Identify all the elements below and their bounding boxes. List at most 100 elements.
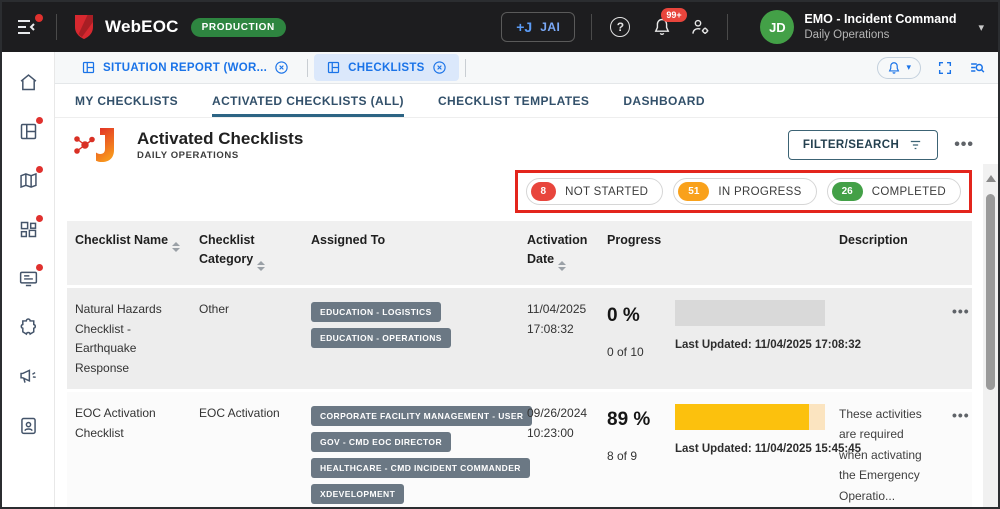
table-row[interactable]: EOC Activation Checklist EOC Activation …: [67, 388, 972, 507]
close-tab-icon[interactable]: [432, 60, 447, 75]
row-menu-button[interactable]: •••: [952, 302, 970, 319]
user-admin-button[interactable]: [690, 17, 711, 37]
tab-checklists[interactable]: CHECKLISTS: [314, 54, 459, 81]
left-sidebar: [2, 52, 55, 507]
filter-search-button[interactable]: FILTER/SEARCH: [787, 130, 939, 160]
assignment-tag: XDEVELOPMENT: [311, 483, 405, 504]
progress-fraction: 0 of 10: [607, 345, 644, 360]
checklist-category: Other: [199, 301, 230, 316]
sort-icon: [558, 257, 567, 275]
divider: [464, 58, 466, 77]
jai-button[interactable]: +J JAI: [501, 12, 576, 42]
incident-selector[interactable]: EMO - Incident Command Daily Operations: [804, 12, 956, 42]
sort-icon: [172, 238, 181, 256]
col-assigned-to: Assigned To: [311, 233, 386, 247]
boards-icon: [20, 123, 36, 139]
notification-count-badge: 99+: [661, 8, 687, 22]
puzzle-icon: [20, 317, 36, 335]
page-subtitle: DAILY OPERATIONS: [137, 149, 239, 161]
completed-filter-pill[interactable]: 26 COMPLETED: [826, 178, 961, 205]
col-activation-date[interactable]: Activation Date: [519, 229, 599, 275]
tab-checklist-templates[interactable]: CHECKLIST TEMPLATES: [437, 93, 590, 108]
divider: [307, 58, 309, 77]
sidebar-item-home[interactable]: [16, 70, 40, 94]
sidebar-item-message-boards[interactable]: [16, 264, 43, 290]
search-list-icon[interactable]: [969, 59, 986, 76]
assignment-tag: EDUCATION - OPERATIONS: [311, 327, 451, 348]
not-started-count: 8: [530, 182, 557, 201]
completed-count: 26: [831, 182, 863, 201]
progress-bar: [675, 299, 825, 326]
row-menu-button[interactable]: •••: [952, 406, 970, 423]
filter-icon: [911, 140, 921, 150]
help-icon: ?: [610, 17, 631, 37]
tab-dashboard[interactable]: DASHBOARD: [623, 93, 705, 108]
molecule-j-icon: [74, 128, 114, 162]
divider: [591, 14, 593, 40]
hamburger-icon: [18, 20, 35, 34]
checklist-nav-tabs: MY CHECKLISTS ACTIVATED CHECKLISTS (ALL)…: [55, 84, 998, 118]
sort-icon: [257, 257, 266, 275]
not-started-filter-pill[interactable]: 8 NOT STARTED: [525, 178, 664, 205]
col-description: Description: [839, 233, 908, 247]
apps-notification-dot: [36, 215, 43, 222]
tab-situation-report[interactable]: SITUATION REPORT (WOR...: [69, 54, 301, 81]
tab-my-checklists[interactable]: MY CHECKLISTS: [75, 93, 178, 108]
table-row[interactable]: Natural Hazards Checklist - Earthquake R…: [67, 284, 972, 389]
incident-title: EMO - Incident Command: [804, 12, 957, 26]
col-checklist-name[interactable]: Checklist Name: [67, 229, 191, 275]
board-tab-strip: SITUATION REPORT (WOR... CHECKLISTS: [55, 52, 998, 84]
collapse-menu-button[interactable]: [14, 14, 43, 38]
progress-percent: 0 %: [607, 304, 640, 326]
vertical-scrollbar[interactable]: [983, 164, 998, 507]
sidebar-item-plugins[interactable]: [16, 315, 40, 339]
assignment-tag: CORPORATE FACILITY MANAGEMENT - USER: [311, 405, 533, 426]
notifications-button[interactable]: 99+: [652, 8, 687, 37]
sidebar-item-announcements[interactable]: [16, 364, 40, 388]
checklist-category: EOC Activation: [199, 405, 280, 420]
in-progress-count: 51: [678, 182, 710, 201]
sidebar-item-apps[interactable]: [16, 215, 43, 241]
close-tab-icon[interactable]: [274, 60, 289, 75]
board-icon: [82, 61, 95, 74]
tab-activated-checklists[interactable]: ACTIVATED CHECKLISTS (ALL): [212, 84, 404, 117]
last-updated: Last Updated: 11/04/2025 15:45:45: [675, 442, 862, 455]
divider: [56, 14, 57, 40]
description: These activities are required when activ…: [831, 402, 944, 507]
help-button[interactable]: ?: [610, 17, 631, 37]
divider: [727, 14, 729, 40]
scrollbar-thumb[interactable]: [986, 194, 995, 390]
col-checklist-category[interactable]: Checklist Category: [191, 229, 303, 275]
checklist-name[interactable]: EOC Activation Checklist: [75, 405, 156, 440]
tab-notifications-button[interactable]: ▾: [877, 56, 921, 79]
page-header: Activated Checklists DAILY OPERATIONS FI…: [55, 118, 998, 170]
sidebar-item-contacts[interactable]: [16, 413, 40, 437]
activation-date: 11/04/2025 17:08:32: [527, 301, 587, 336]
user-avatar[interactable]: JD: [760, 10, 795, 44]
page-title: Activated Checklists: [137, 129, 304, 149]
table-header-row: Checklist Name Checklist Category Assign…: [67, 221, 972, 285]
progress-fraction: 8 of 9: [607, 449, 638, 464]
assignment-tag: EDUCATION - LOGISTICS: [311, 301, 441, 322]
juvare-shield-logo: [75, 15, 93, 39]
home-icon: [20, 73, 36, 90]
app-title: WebEOC: [105, 17, 179, 36]
megaphone-icon: [19, 368, 36, 383]
fullscreen-icon[interactable]: [937, 60, 953, 76]
sidebar-item-boards[interactable]: [16, 117, 43, 143]
message-board-icon: [19, 271, 37, 286]
sidebar-item-maps[interactable]: [16, 166, 43, 192]
last-updated: Last Updated: 11/04/2025 17:08:32: [675, 338, 862, 351]
description: [831, 298, 944, 379]
boards-notification-dot: [36, 117, 43, 124]
person-gear-icon: [692, 19, 709, 34]
incident-caret-icon[interactable]: ▾: [978, 21, 984, 34]
apps-icon: [20, 221, 36, 237]
checklist-name[interactable]: Natural Hazards Checklist - Earthquake R…: [75, 301, 162, 376]
page-more-options-button[interactable]: •••: [954, 136, 974, 153]
progress-percent: 89 %: [607, 408, 651, 430]
scroll-up-arrow[interactable]: [985, 170, 996, 182]
in-progress-filter-pill[interactable]: 51 IN PROGRESS: [673, 178, 817, 205]
map-icon: [19, 172, 37, 188]
